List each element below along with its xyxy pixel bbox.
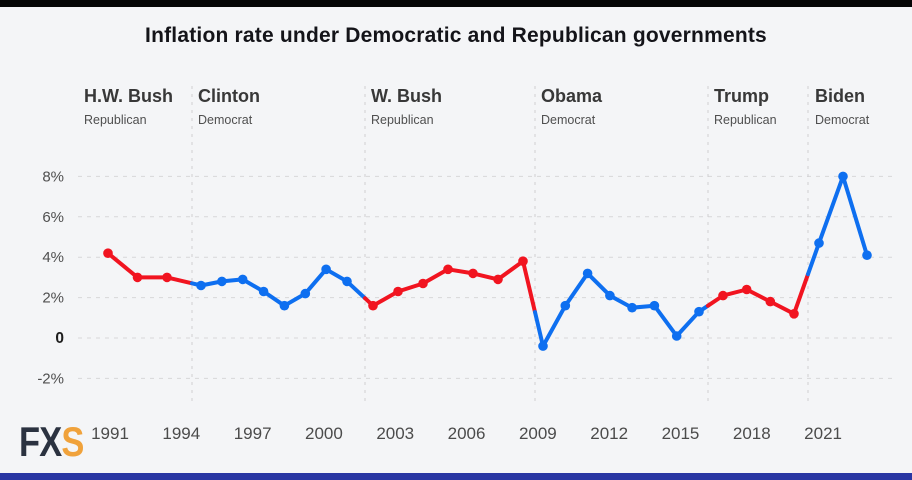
- x-tick-label: 2000: [305, 424, 343, 443]
- data-point: [694, 306, 704, 317]
- president-party: Democrat: [541, 113, 596, 127]
- data-point: [838, 171, 848, 182]
- data-point: [321, 264, 331, 275]
- x-tick-label: 1991: [91, 424, 129, 443]
- inflation-line-segment: [806, 174, 869, 277]
- chart-title: Inflation rate under Democratic and Repu…: [145, 24, 767, 47]
- bottom-brand-bar: [0, 473, 912, 480]
- x-tick-label: 2003: [376, 424, 414, 443]
- president-party: Democrat: [815, 113, 870, 127]
- y-tick-label: 2%: [42, 290, 64, 307]
- data-point: [300, 288, 311, 299]
- x-tick-label: 2021: [804, 424, 842, 443]
- data-point: [814, 238, 824, 248]
- data-point: [741, 284, 752, 295]
- president-name: Biden: [815, 86, 866, 106]
- y-tick-label: 6%: [42, 209, 64, 226]
- data-point: [279, 300, 290, 311]
- y-tick-label: -2%: [37, 370, 64, 387]
- president-party: Republican: [371, 113, 434, 127]
- y-tick-label: 8%: [42, 168, 64, 185]
- data-point: [258, 286, 269, 297]
- data-point: [649, 300, 660, 311]
- president-name: Obama: [541, 86, 603, 106]
- x-tick-label: 2015: [662, 424, 700, 443]
- x-tick-label: 2006: [448, 424, 486, 443]
- data-point: [217, 276, 227, 287]
- x-tick-label: 2009: [519, 424, 557, 443]
- era-label-trump: Trump Republican: [714, 86, 777, 127]
- logo-s: S: [61, 418, 84, 465]
- era-label-obama: Obama Democrat: [541, 86, 602, 127]
- era-label-w-bush: W. Bush Republican: [371, 86, 442, 127]
- x-tick-label: 2018: [733, 424, 771, 443]
- data-point: [342, 276, 352, 287]
- data-point: [103, 248, 113, 258]
- data-point: [418, 278, 428, 289]
- data-point: [518, 256, 528, 267]
- president-name: H.W. Bush: [84, 86, 173, 106]
- data-point: [237, 274, 248, 285]
- y-tick-label: 4%: [42, 249, 64, 266]
- fxstreet-logo: FXS: [19, 421, 84, 463]
- data-point: [765, 296, 776, 307]
- x-tick-label: 1994: [162, 424, 200, 443]
- data-point: [560, 300, 571, 311]
- logo-fx: FX: [19, 418, 62, 465]
- data-point: [443, 264, 453, 275]
- inflation-line-segment: [190, 267, 367, 308]
- data-point: [393, 286, 403, 297]
- data-point: [671, 331, 682, 341]
- top-brand-bar: [0, 0, 912, 7]
- president-party: Republican: [714, 113, 777, 127]
- x-tick-label: 1997: [234, 424, 272, 443]
- era-label-clinton: Clinton Democrat: [198, 86, 260, 127]
- x-tick-label: 2012: [590, 424, 628, 443]
- data-point: [605, 290, 615, 301]
- data-point: [132, 272, 143, 283]
- data-point: [368, 300, 378, 311]
- data-point: [493, 274, 503, 285]
- inflation-line-segment: [106, 251, 194, 286]
- y-tick-label: 0: [55, 330, 64, 347]
- data-point: [862, 250, 872, 260]
- era-label-hw-bush: H.W. Bush Republican: [84, 86, 173, 127]
- president-party: Democrat: [198, 113, 253, 127]
- data-point: [538, 341, 548, 351]
- era-label-biden: Biden Democrat: [815, 86, 869, 127]
- data-point: [468, 268, 478, 279]
- data-point: [162, 272, 172, 283]
- data-point: [196, 280, 206, 291]
- president-party: Republican: [84, 113, 147, 127]
- data-point: [627, 302, 637, 313]
- inflation-line-segment: [533, 271, 710, 349]
- data-point: [582, 268, 593, 279]
- president-name: W. Bush: [371, 86, 442, 106]
- president-name: Trump: [714, 86, 770, 106]
- data-point: [789, 309, 799, 319]
- president-name: Clinton: [198, 86, 260, 106]
- data-point: [718, 290, 728, 301]
